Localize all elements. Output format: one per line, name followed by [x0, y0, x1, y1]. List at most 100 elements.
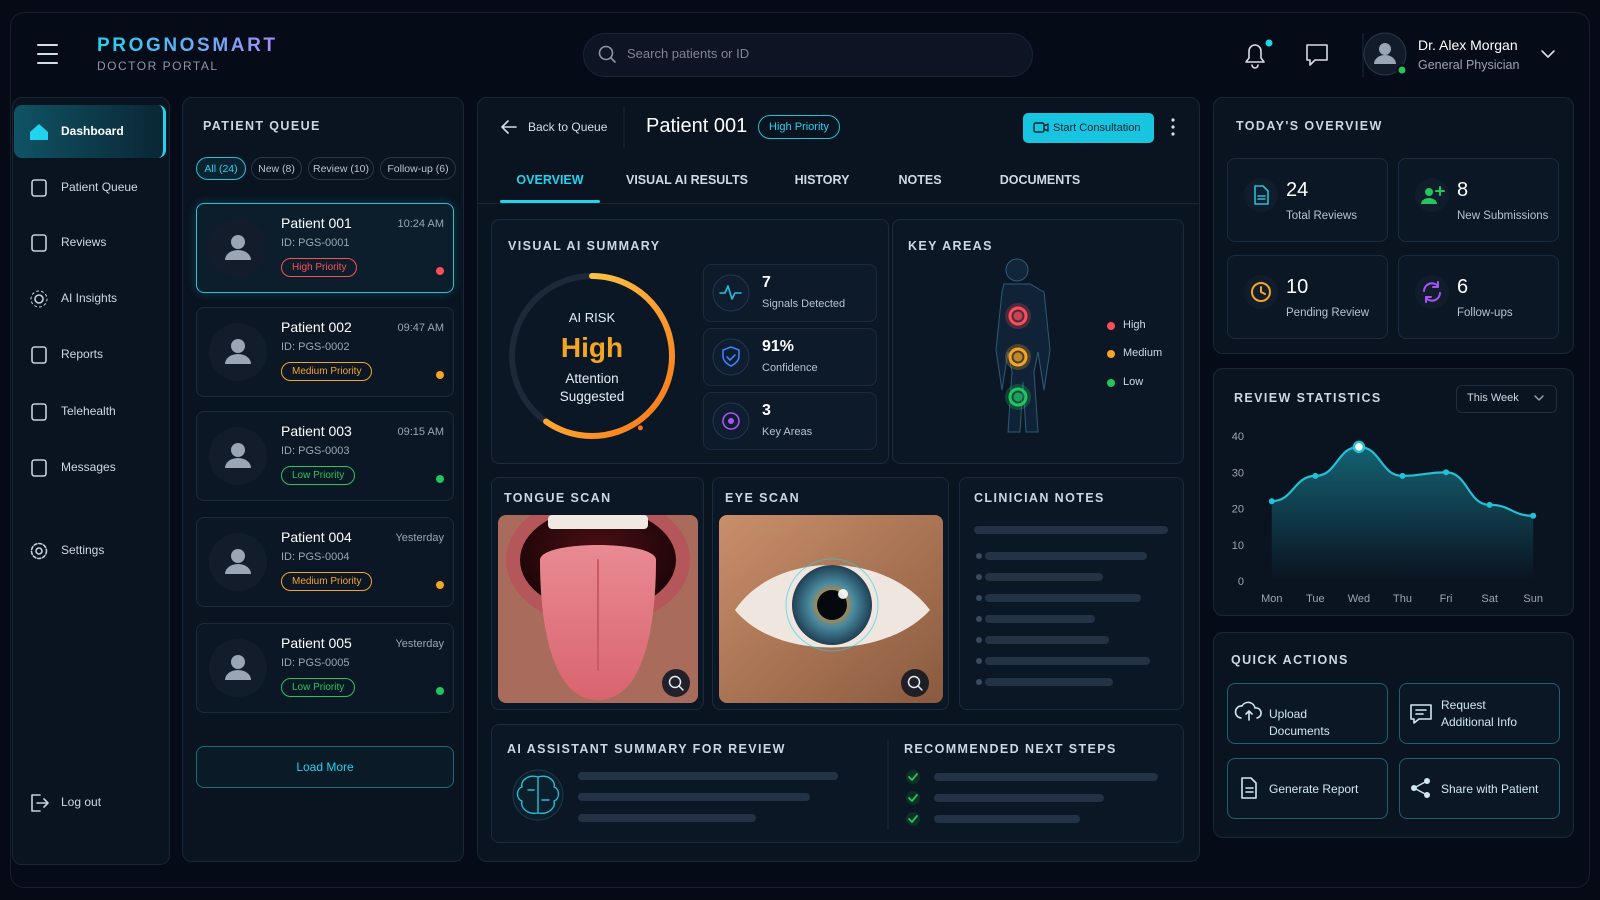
- section-title: RECOMMENDED NEXT STEPS: [904, 742, 1117, 756]
- priority-pill: Low Priority: [281, 678, 356, 697]
- area-marker-core: [1013, 311, 1023, 321]
- overview-icon-ring: [1415, 178, 1449, 212]
- back-link[interactable]: Back to Queue: [528, 120, 608, 134]
- filter-pill[interactable]: [380, 157, 456, 180]
- load-more-button[interactable]: [196, 746, 454, 788]
- zoom-button: [901, 669, 929, 697]
- section-title: CLINICIAN NOTES: [974, 491, 1105, 505]
- point: [1268, 498, 1275, 505]
- risk-label: AI RISK: [568, 310, 616, 325]
- note-line: [985, 678, 1113, 686]
- search-box[interactable]: [583, 33, 1033, 77]
- user-plus-icon: [1425, 188, 1433, 196]
- nav-icon: [34, 294, 44, 304]
- nav-item[interactable]: Reports: [61, 347, 104, 361]
- quick-action-button[interactable]: [1227, 758, 1388, 819]
- filter-label[interactable]: Review (10): [312, 163, 370, 175]
- patient-avatar-body: [225, 564, 251, 574]
- patient-time: Yesterday: [395, 532, 444, 544]
- filter-pill[interactable]: [251, 157, 302, 180]
- patient-avatar-body: [225, 458, 251, 468]
- glint: [838, 589, 848, 599]
- area-marker-core: [1013, 392, 1023, 402]
- load-more[interactable]: Load More: [296, 760, 354, 774]
- more-icon: [1171, 118, 1175, 122]
- stat-card: [703, 328, 877, 386]
- patient-name: Patient 005: [281, 635, 352, 651]
- zoom-icon: [917, 685, 923, 691]
- summary-line: [578, 814, 756, 822]
- nav-item[interactable]: Telehealth: [61, 404, 116, 418]
- overview-icon-ring: [1244, 178, 1278, 212]
- patient-name: Patient 001: [281, 215, 352, 231]
- start-button[interactable]: [1023, 113, 1154, 143]
- brain-icon: [516, 775, 560, 815]
- check-icon: [908, 773, 918, 781]
- section-title: KEY AREAS: [908, 239, 993, 253]
- nav-item[interactable]: Messages: [61, 460, 116, 474]
- note-bullet: [976, 658, 982, 664]
- tab[interactable]: DOCUMENTS: [999, 173, 1081, 187]
- nav-item[interactable]: Log out: [61, 795, 102, 809]
- body-head: [1005, 258, 1029, 282]
- legend-dot: [1107, 350, 1115, 358]
- note-line: [985, 552, 1147, 560]
- search-placeholder[interactable]: Search patients or ID: [627, 46, 750, 61]
- filter-pill[interactable]: [196, 157, 246, 180]
- stat-label: Signals Detected: [762, 298, 846, 310]
- patient-avatar-body: [225, 670, 251, 680]
- x-tick-label: Mon: [1261, 593, 1282, 605]
- overview-icon-ring: [1415, 275, 1449, 309]
- patient-avatar-head: [231, 655, 245, 669]
- quick-action-label[interactable]: Share with Patient: [1441, 782, 1539, 796]
- check-icon: [908, 815, 918, 823]
- overview-label: Follow-ups: [1457, 307, 1513, 319]
- y-tick-label: 40: [1232, 431, 1244, 443]
- nav-active[interactable]: [14, 105, 166, 158]
- quick-action-button[interactable]: [1227, 683, 1388, 744]
- filter-pill[interactable]: [308, 157, 374, 180]
- patient-name: Patient 004: [281, 529, 352, 545]
- user-role: General Physician: [1418, 58, 1520, 72]
- start-label[interactable]: Start Consultation: [1053, 122, 1141, 134]
- camera-icon: [1043, 123, 1049, 132]
- stat-value: 7: [762, 274, 771, 291]
- nav-icon: [31, 403, 47, 421]
- priority-dot: [436, 267, 444, 275]
- filter-label[interactable]: New (8): [258, 163, 295, 175]
- quick-action-button[interactable]: [1399, 758, 1560, 819]
- quick-action-button[interactable]: [1399, 683, 1560, 744]
- nav-item[interactable]: Patient Queue: [61, 180, 138, 194]
- nav-item[interactable]: Dashboard: [61, 124, 124, 138]
- tab[interactable]: OVERVIEW: [516, 173, 584, 187]
- quick-action-label[interactable]: Generate Report: [1269, 782, 1359, 796]
- patient-id: ID: PGS-0005: [281, 657, 350, 669]
- tab[interactable]: NOTES: [898, 173, 942, 187]
- summary-line: [578, 772, 838, 780]
- note-line: [974, 526, 1168, 534]
- overview-label: Total Reviews: [1286, 210, 1357, 222]
- period-dropdown[interactable]: [1456, 385, 1557, 413]
- peak-point: [1352, 440, 1366, 454]
- quick-action-label[interactable]: Upload Documents: [1269, 707, 1330, 738]
- shield-icon: [722, 346, 740, 367]
- brand-subtitle: DOCTOR PORTAL: [97, 59, 219, 73]
- x-tick-label: Sun: [1523, 593, 1543, 605]
- period-label[interactable]: This Week: [1467, 392, 1519, 404]
- filter-label[interactable]: Follow-up (6): [387, 163, 449, 175]
- patient-title: Patient 001: [646, 115, 748, 137]
- point: [1312, 472, 1319, 479]
- filter-label[interactable]: All (24): [204, 163, 238, 175]
- quick-action-label[interactable]: Request Additional Info: [1441, 698, 1518, 729]
- priority-dot: [436, 687, 444, 695]
- patient-avatar-body: [225, 354, 251, 364]
- tab[interactable]: VISUAL AI RESULTS: [625, 173, 748, 187]
- nav-item[interactable]: Reviews: [61, 235, 107, 249]
- nav-item[interactable]: Settings: [61, 543, 105, 557]
- nav-item[interactable]: AI Insights: [61, 291, 118, 305]
- patient-avatar-body: [225, 250, 251, 260]
- user-plus-icon: [1421, 198, 1437, 204]
- tab[interactable]: HISTORY: [794, 173, 850, 187]
- note-line: [985, 573, 1103, 581]
